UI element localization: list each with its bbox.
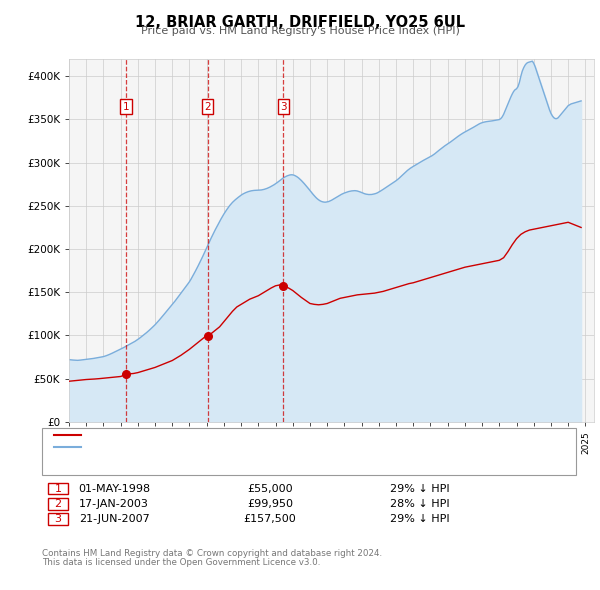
Text: 01-MAY-1998: 01-MAY-1998 (78, 484, 150, 493)
Text: 1: 1 (123, 101, 130, 112)
Text: 29% ↓ HPI: 29% ↓ HPI (390, 484, 450, 493)
Text: 1: 1 (55, 484, 61, 493)
Text: 29% ↓ HPI: 29% ↓ HPI (390, 514, 450, 524)
Text: 3: 3 (55, 514, 61, 524)
Text: Contains HM Land Registry data © Crown copyright and database right 2024.: Contains HM Land Registry data © Crown c… (42, 549, 382, 558)
Text: Price paid vs. HM Land Registry's House Price Index (HPI): Price paid vs. HM Land Registry's House … (140, 26, 460, 36)
Text: 2: 2 (55, 499, 61, 509)
Text: 3: 3 (280, 101, 287, 112)
Text: 12, BRIAR GARTH, DRIFFIELD, YO25 6UL: 12, BRIAR GARTH, DRIFFIELD, YO25 6UL (135, 15, 465, 30)
Text: £99,950: £99,950 (247, 499, 293, 509)
Text: £157,500: £157,500 (244, 514, 296, 524)
Text: 21-JUN-2007: 21-JUN-2007 (79, 514, 149, 524)
Text: 28% ↓ HPI: 28% ↓ HPI (390, 499, 450, 509)
Text: £55,000: £55,000 (247, 484, 293, 493)
Text: 2: 2 (204, 101, 211, 112)
Text: HPI: Average price, detached house, East Riding of Yorkshire: HPI: Average price, detached house, East… (88, 442, 404, 451)
Text: 17-JAN-2003: 17-JAN-2003 (79, 499, 149, 509)
Text: 12, BRIAR GARTH, DRIFFIELD, YO25 6UL (detached house): 12, BRIAR GARTH, DRIFFIELD, YO25 6UL (de… (88, 431, 390, 440)
Text: This data is licensed under the Open Government Licence v3.0.: This data is licensed under the Open Gov… (42, 558, 320, 567)
